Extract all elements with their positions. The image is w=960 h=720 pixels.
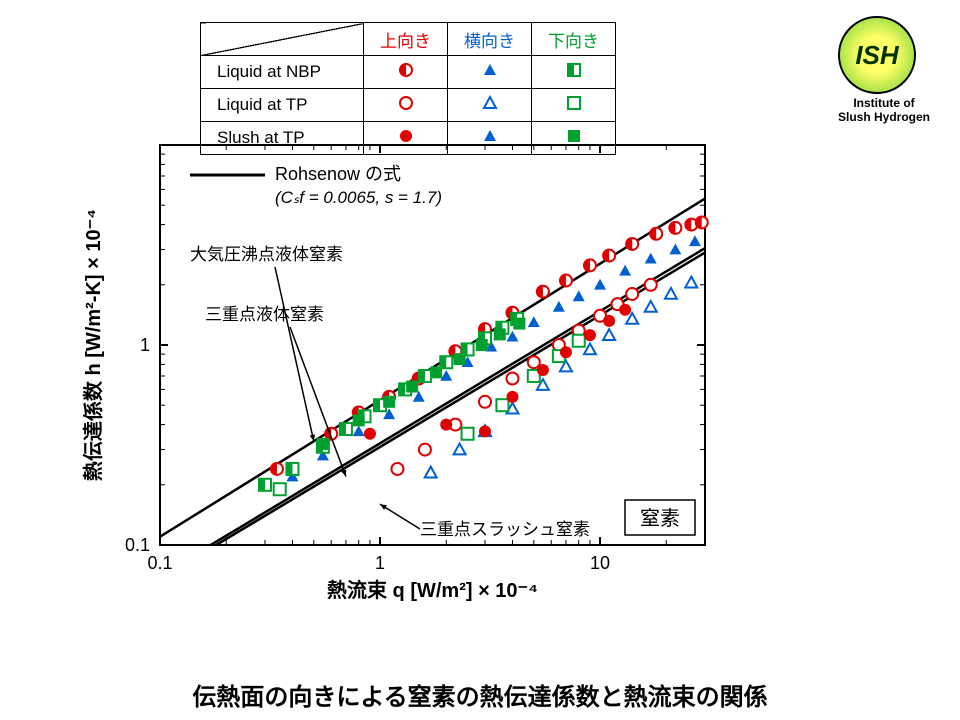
svg-text:1: 1 xyxy=(140,335,150,355)
svg-text:大気圧沸点液体窒素: 大気圧沸点液体窒素 xyxy=(190,245,343,264)
legend-label-nbp: Liquid at NBP xyxy=(201,56,364,89)
legend-row-tp: Liquid at TP xyxy=(201,89,616,122)
legend-h1: 上向き xyxy=(364,23,448,56)
marker-tp-down xyxy=(532,89,616,122)
legend-corner xyxy=(201,23,364,56)
legend-h3: 下向き xyxy=(532,23,616,56)
svg-text:三重点スラッシュ窒素: 三重点スラッシュ窒素 xyxy=(420,520,590,539)
marker-nbp-side xyxy=(448,56,532,89)
logo-abbr: ISH xyxy=(855,40,898,71)
chart-svg: 0.1 1 10 0.1 1 熱流束 q [W/m²] × 10⁻⁴ 熱伝達係数 h [W/… xyxy=(50,130,850,650)
marker-nbp-down xyxy=(532,56,616,89)
logo-line1: Institute of xyxy=(838,96,930,110)
marker-tp-side xyxy=(448,89,532,122)
logo-circle: ISH xyxy=(838,16,916,94)
legend-label-tp: Liquid at TP xyxy=(201,89,364,122)
caption: 伝熱面の向きによる窒素の熱伝達係数と熱流束の関係 xyxy=(0,677,960,712)
svg-text:Rohsenow の式: Rohsenow の式 xyxy=(275,164,401,184)
logo-line2: Slush Hydrogen xyxy=(838,110,930,124)
svg-text:窒素: 窒素 xyxy=(640,507,680,530)
svg-text:(Cₛf = 0.0065, s = 1.7): (Cₛf = 0.0065, s = 1.7) xyxy=(275,188,442,207)
svg-text:三重点液体窒素: 三重点液体窒素 xyxy=(205,305,324,324)
marker-nbp-up xyxy=(364,56,448,89)
marker-tp-up xyxy=(364,89,448,122)
chart: 0.1 1 10 0.1 1 熱流束 q [W/m²] × 10⁻⁴ 熱伝達係数 h [W/… xyxy=(50,130,850,650)
logo: ISH Institute of Slush Hydrogen xyxy=(838,16,930,125)
legend-row-nbp: Liquid at NBP xyxy=(201,56,616,89)
svg-text:1: 1 xyxy=(375,553,385,573)
logo-text: Institute of Slush Hydrogen xyxy=(838,96,930,125)
svg-text:10: 10 xyxy=(590,553,610,573)
svg-text:0.1: 0.1 xyxy=(147,553,172,573)
svg-text:熱伝達係数 h [W/m²-K] × 10⁻⁴: 熱伝達係数 h [W/m²-K] × 10⁻⁴ xyxy=(81,209,105,481)
svg-text:熱流束 q [W/m²] × 10⁻⁴: 熱流束 q [W/m²] × 10⁻⁴ xyxy=(327,578,538,602)
legend-h2: 横向き xyxy=(448,23,532,56)
svg-text:0.1: 0.1 xyxy=(125,535,150,555)
legend-header-row: 上向き 横向き 下向き xyxy=(201,23,616,56)
